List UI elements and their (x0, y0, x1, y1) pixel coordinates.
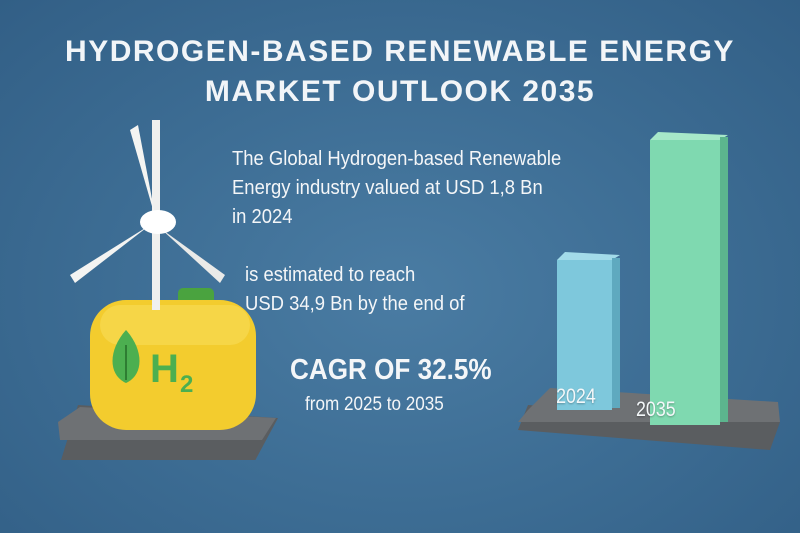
turbine-hub (140, 210, 176, 234)
cagr-headline: CAGR OF 32.5% (290, 354, 492, 386)
title-line-1: HYDROGEN-BASED RENEWABLE ENERGY (65, 35, 735, 68)
page-title: HYDROGEN-BASED RENEWABLE ENERGY MARKET O… (0, 32, 800, 112)
hydrogen-wind-illustration: H 2 (58, 120, 278, 460)
intro-text: The Global Hydrogen-based Renewable Ener… (232, 144, 561, 231)
intro-line-1: The Global Hydrogen-based Renewable (232, 147, 562, 170)
title-line-2: MARKET OUTLOOK 2035 (204, 75, 596, 108)
intro-line-2: Energy industry valued at USD 1,8 Bn (232, 176, 543, 199)
h2-label: H (150, 347, 179, 391)
forecast-line-2: USD 34,9 Bn by the end of (245, 292, 465, 315)
bar-label-2024: 2024 (556, 385, 596, 409)
intro-line-3: in 2024 (232, 205, 293, 228)
turbine-blade (160, 228, 225, 283)
turbine-blade (70, 225, 150, 283)
bar-2024 (557, 260, 612, 410)
forecast-line-1: is estimated to reach (245, 263, 416, 286)
bar-2035 (650, 140, 720, 425)
forecast-text: is estimated to reach USD 34,9 Bn by the… (245, 260, 465, 318)
turbine-blade (130, 125, 156, 220)
bar-illustration: 2024 2035 (518, 132, 780, 450)
h2-subscript: 2 (180, 371, 193, 398)
cagr-period: from 2025 to 2035 (305, 394, 444, 415)
bar-label-2035: 2035 (636, 398, 676, 422)
